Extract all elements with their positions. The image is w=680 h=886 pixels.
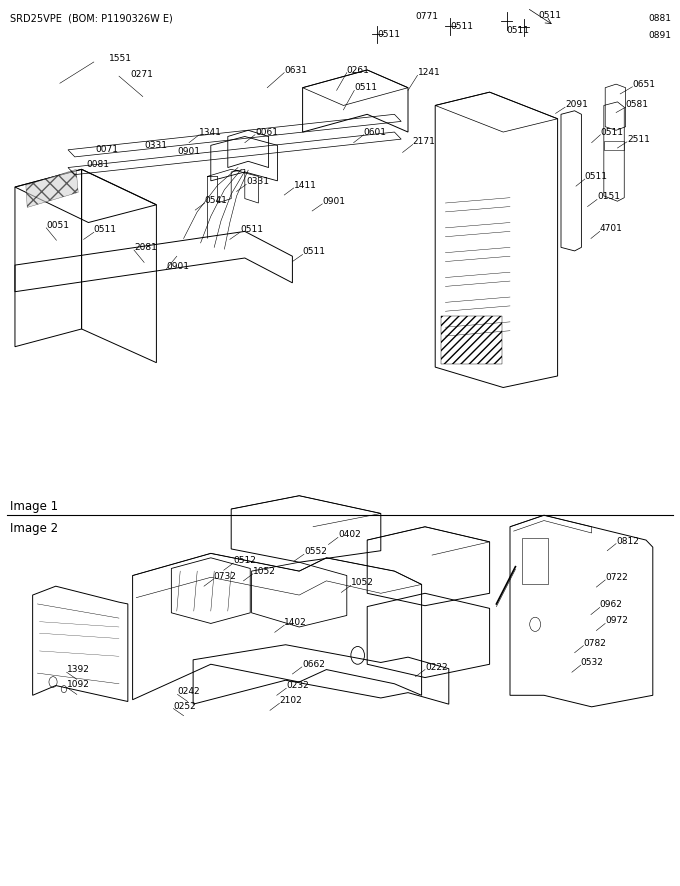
Text: 0901: 0901 [177, 147, 201, 156]
Text: 0901: 0901 [167, 261, 190, 270]
Text: 0331: 0331 [246, 177, 269, 186]
Text: 0402: 0402 [338, 530, 360, 539]
Text: 1241: 1241 [418, 68, 440, 77]
Text: 0511: 0511 [507, 26, 530, 35]
Text: 0511: 0511 [240, 225, 263, 234]
Text: 1551: 1551 [109, 54, 132, 63]
Text: 0722: 0722 [605, 572, 628, 581]
Text: 0511: 0511 [539, 12, 562, 20]
Text: 0651: 0651 [632, 80, 656, 89]
Text: 2081: 2081 [134, 243, 157, 252]
Text: SRD25VPE  (BOM: P1190326W E): SRD25VPE (BOM: P1190326W E) [10, 13, 173, 23]
Text: 0552: 0552 [304, 547, 327, 556]
Text: 0881: 0881 [648, 14, 671, 23]
Text: 0541: 0541 [205, 196, 228, 205]
Text: 0252: 0252 [173, 701, 196, 710]
Text: 1052: 1052 [351, 578, 374, 587]
Text: 0511: 0511 [94, 225, 117, 234]
Text: 0511: 0511 [303, 247, 326, 256]
Text: 0071: 0071 [95, 145, 118, 154]
Text: 0081: 0081 [86, 159, 109, 168]
Text: 1052: 1052 [253, 566, 276, 575]
Text: 0232: 0232 [286, 680, 309, 689]
Text: 1092: 1092 [67, 680, 90, 688]
Text: 0511: 0511 [600, 128, 624, 136]
Text: 1341: 1341 [199, 128, 222, 136]
Text: 2171: 2171 [413, 137, 436, 146]
Text: 2511: 2511 [627, 135, 650, 144]
Text: 1392: 1392 [67, 664, 90, 673]
Text: 0901: 0901 [322, 197, 345, 206]
Text: 0061: 0061 [255, 128, 278, 136]
Text: 0581: 0581 [626, 100, 649, 109]
Text: 1402: 1402 [284, 618, 307, 626]
Text: 2102: 2102 [279, 696, 302, 704]
Text: 0271: 0271 [131, 70, 154, 79]
Text: 1411: 1411 [294, 181, 317, 190]
Text: 0601: 0601 [364, 128, 387, 136]
Text: 0771: 0771 [415, 12, 439, 21]
Text: 4701: 4701 [600, 224, 623, 233]
Text: 0151: 0151 [597, 192, 620, 201]
Polygon shape [26, 170, 78, 208]
Text: 0782: 0782 [583, 638, 607, 647]
Text: 0511: 0511 [585, 172, 608, 181]
Text: 0242: 0242 [177, 687, 200, 696]
Text: 0662: 0662 [302, 659, 325, 668]
Text: 0222: 0222 [425, 662, 447, 671]
Text: 0732: 0732 [214, 571, 237, 580]
Text: 0331: 0331 [145, 141, 168, 150]
Text: 0532: 0532 [581, 657, 604, 666]
Text: 0511: 0511 [354, 83, 377, 92]
Text: 0511: 0511 [377, 30, 401, 39]
Text: 0051: 0051 [46, 221, 69, 229]
Text: 0631: 0631 [284, 66, 307, 74]
Bar [522, 539, 548, 585]
Text: 0972: 0972 [605, 616, 628, 625]
Text: 0512: 0512 [233, 556, 256, 564]
Bar [441, 316, 502, 365]
Text: 0812: 0812 [616, 536, 639, 545]
Text: Image 1: Image 1 [10, 499, 58, 512]
Text: 0891: 0891 [648, 31, 671, 40]
Text: 0261: 0261 [347, 66, 370, 74]
Text: 0962: 0962 [600, 600, 623, 609]
Text: Image 2: Image 2 [10, 521, 58, 534]
Text: 0511: 0511 [450, 22, 473, 31]
Text: 2091: 2091 [565, 100, 588, 109]
